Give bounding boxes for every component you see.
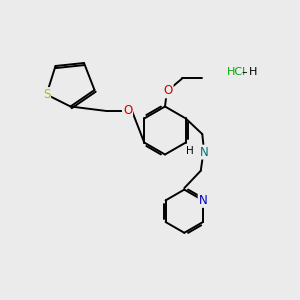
Text: HCl: HCl bbox=[226, 67, 246, 77]
Text: O: O bbox=[164, 84, 172, 98]
Text: S: S bbox=[43, 88, 50, 101]
Text: H: H bbox=[249, 67, 258, 77]
Text: O: O bbox=[123, 104, 132, 118]
Text: N: N bbox=[200, 146, 208, 159]
Text: N: N bbox=[199, 194, 207, 207]
Text: H: H bbox=[185, 146, 193, 156]
Text: –: – bbox=[242, 67, 247, 77]
